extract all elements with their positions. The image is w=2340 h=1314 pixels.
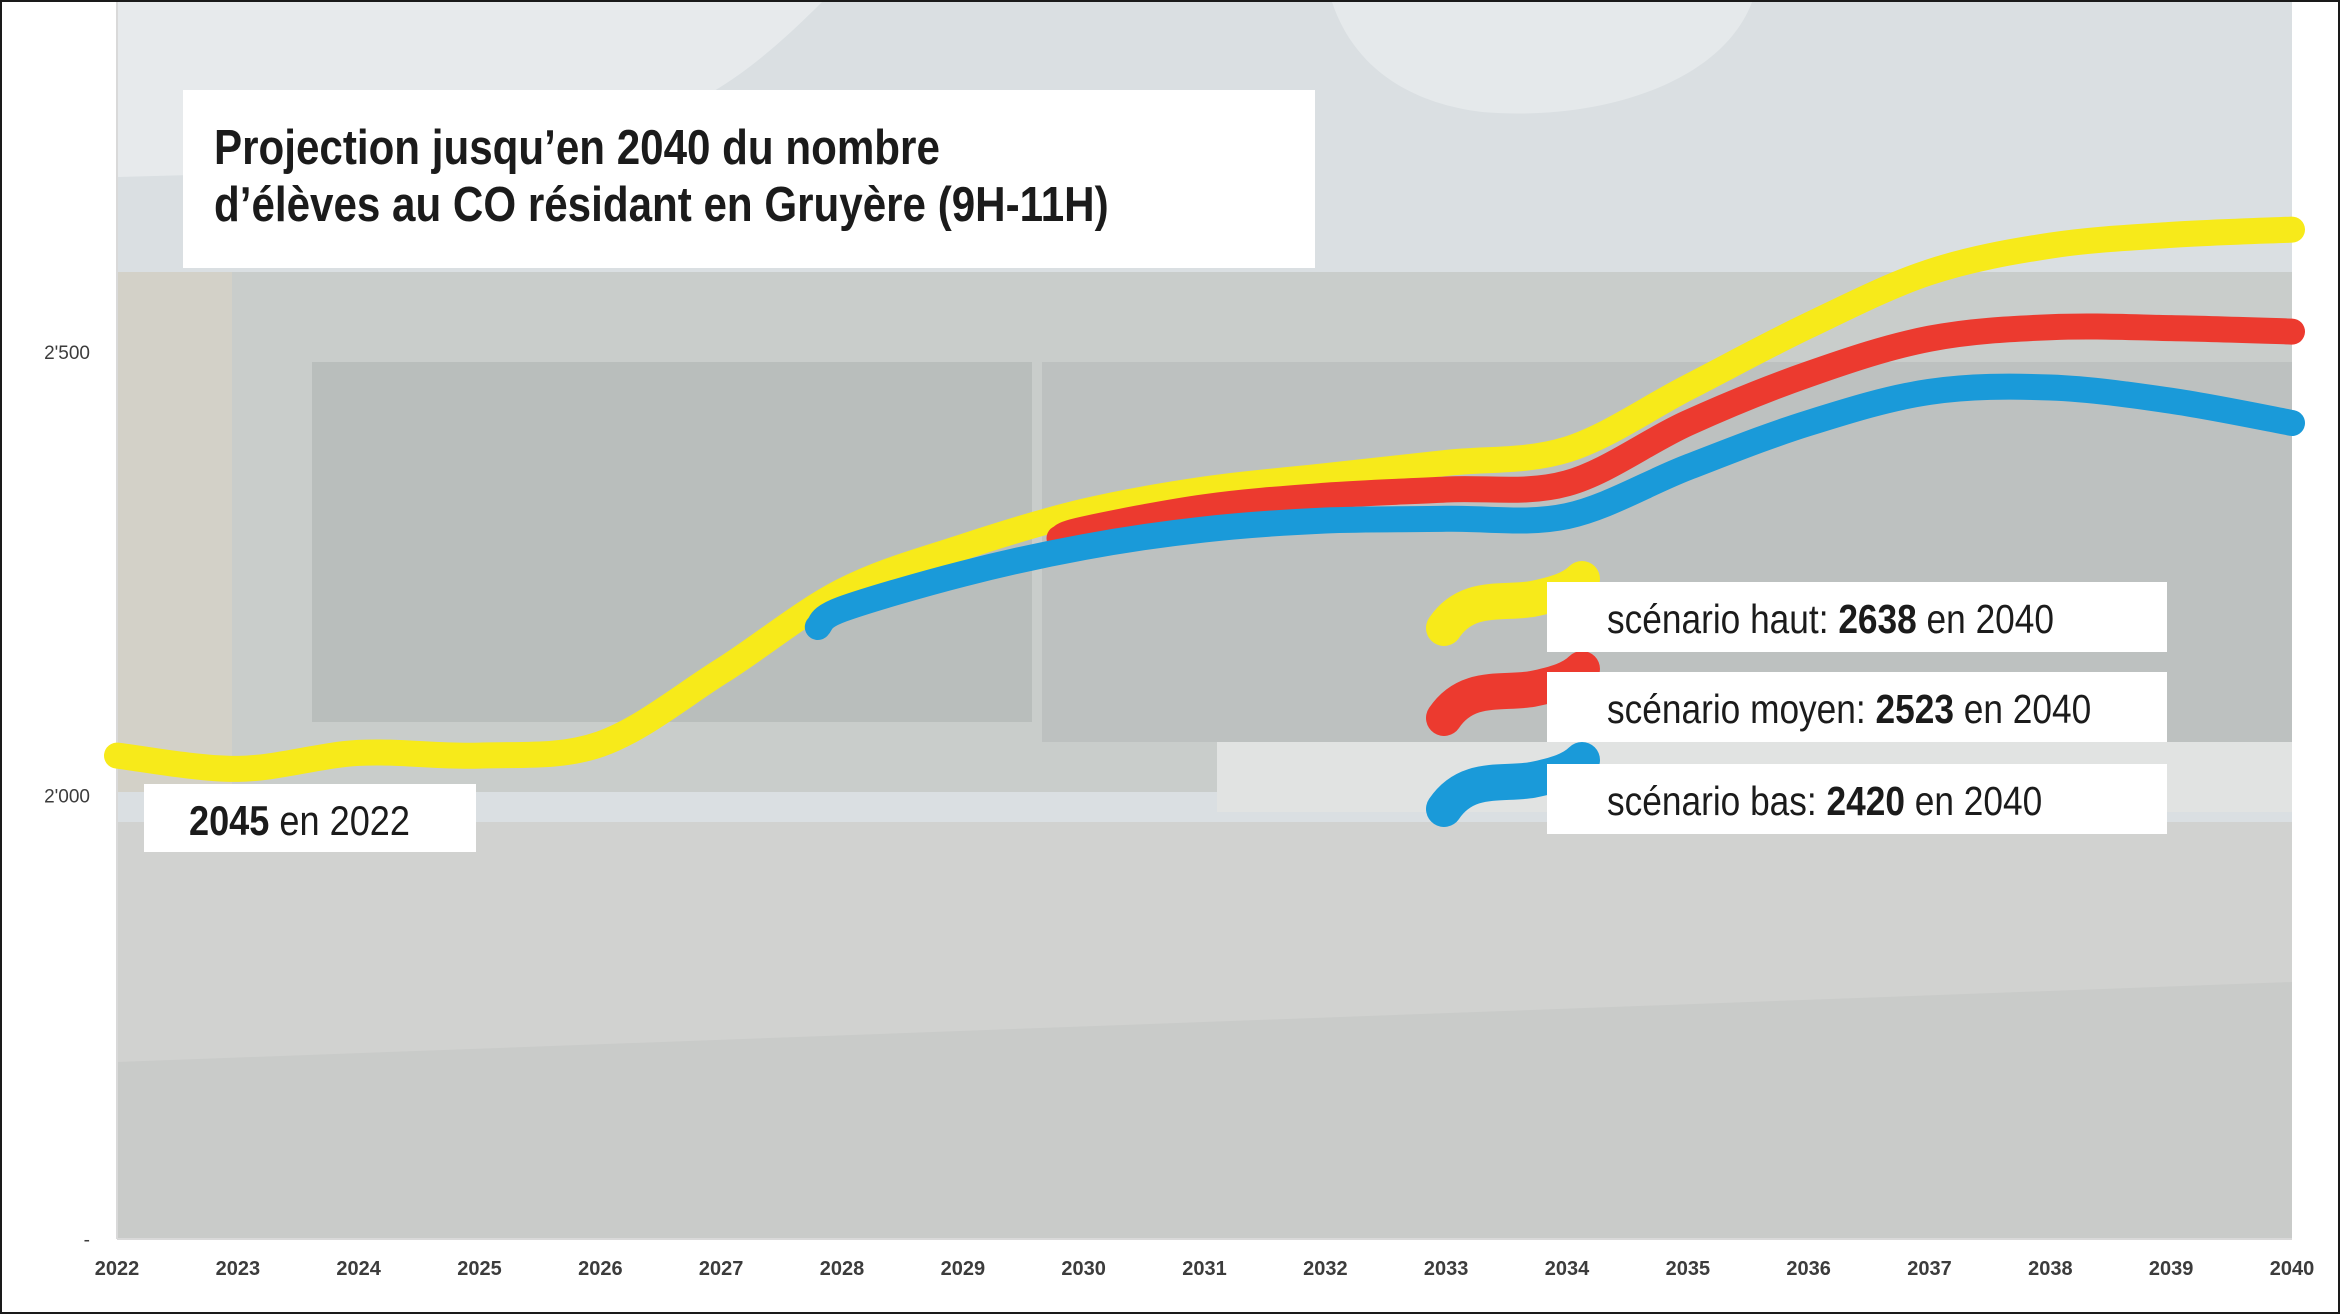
y-tick-label: 2'500 [44, 343, 90, 364]
x-tick-label: 2033 [1424, 1258, 1469, 1280]
series-lines [104, 216, 2305, 827]
series-line-bas [804, 373, 2305, 640]
building-windows [312, 362, 1032, 722]
legend-label-haut: scénario haut: [1607, 596, 1829, 642]
cloud [1332, 2, 1752, 114]
x-tick-label: 2022 [95, 1258, 140, 1280]
chart-title-line-2: d’élèves au CO résidant en Gruyère (9H-1… [214, 178, 1109, 232]
legend-item-bas: scénario bas: 2420 en 2040 [1547, 764, 2167, 834]
legend-suffix-bas: en 2040 [1904, 778, 2043, 824]
x-tick-label: 2024 [336, 1258, 381, 1280]
x-tick-label: 2039 [2149, 1258, 2194, 1280]
y-tick-label: 2'000 [44, 787, 90, 808]
x-tick-label: 2027 [699, 1258, 744, 1280]
series-line-moyen [1046, 313, 2305, 552]
series-line-haut [104, 216, 2305, 782]
x-tick-label: 2040 [2270, 1258, 2315, 1280]
legend-value-bas: 2420 [1826, 778, 1905, 824]
y-tick-label: - [84, 1230, 90, 1251]
axes: 2022 2023 2024 2025 2026 2027 2028 2029 2030 2031… [44, 2, 2314, 1280]
left-margin [2, 2, 117, 1312]
ground-shadow [117, 982, 2292, 1239]
x-tick-label: 2031 [1182, 1258, 1227, 1280]
x-tick-label: 2023 [216, 1258, 261, 1280]
legend-label-bas: scénario bas: [1607, 778, 1817, 824]
bottom-margin [2, 1239, 2338, 1312]
x-tick-label: 2026 [578, 1258, 623, 1280]
x-tick-label: 2028 [820, 1258, 865, 1280]
legend-suffix-moyen: en 2040 [1953, 686, 2092, 732]
x-tick-label: 2035 [1666, 1258, 1711, 1280]
start-suffix: en 2022 [269, 797, 410, 844]
x-tick-label: 2029 [941, 1258, 986, 1280]
chart-title-box: Projection jusqu’en 2040 du nombre d’élè… [183, 90, 1315, 268]
building-side-panel [117, 272, 232, 792]
x-tick-label: 2034 [1545, 1258, 1590, 1280]
legend-item-moyen: scénario moyen: 2523 en 2040 [1547, 672, 2167, 742]
start-value: 2045 [189, 797, 270, 844]
right-margin [2292, 2, 2338, 1312]
x-tick-label: 2030 [1061, 1258, 1106, 1280]
legend-value-moyen: 2523 [1875, 686, 1954, 732]
chart-title-line-1: Projection jusqu’en 2040 du nombre [214, 121, 940, 175]
start-value-label: 2045 en 2022 [144, 784, 476, 852]
legend-item-haut: scénario haut: 2638 en 2040 [1547, 582, 2167, 652]
x-tick-label: 2038 [2028, 1258, 2073, 1280]
x-tick-label: 2037 [1907, 1258, 1952, 1280]
x-tick-label: 2032 [1303, 1258, 1348, 1280]
legend-suffix-haut: en 2040 [1916, 596, 2055, 642]
x-tick-label: 2025 [457, 1258, 502, 1280]
legend-value-haut: 2638 [1838, 596, 1917, 642]
legend-label-moyen: scénario moyen: [1607, 686, 1866, 732]
x-tick-label: 2036 [1786, 1258, 1831, 1280]
